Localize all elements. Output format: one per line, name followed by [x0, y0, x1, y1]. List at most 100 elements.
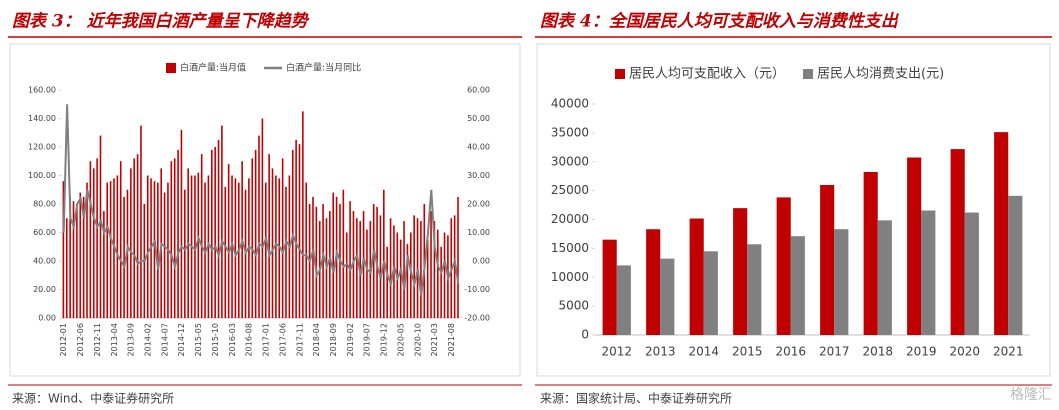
bar	[227, 164, 230, 318]
y-tick-label: 30.00	[467, 171, 490, 180]
bar	[258, 135, 260, 318]
bar	[790, 236, 805, 335]
bar	[200, 154, 203, 318]
bar	[86, 182, 88, 318]
y-tick-label: 20.00	[467, 200, 490, 209]
x-tick-label: 2018-04	[312, 323, 321, 356]
x-tick-label: 2014	[688, 345, 719, 359]
bar	[163, 192, 166, 318]
x-tick-label: 2019	[906, 345, 937, 359]
y-tick-label: -10.00	[464, 285, 490, 294]
bar	[950, 149, 965, 335]
bar	[72, 201, 75, 318]
y-tick-label: 140.00	[28, 114, 56, 123]
bar	[285, 186, 287, 318]
x-tick-label: 2019-07	[363, 323, 372, 356]
bar	[406, 243, 409, 318]
bar	[315, 206, 318, 318]
bar	[119, 161, 122, 318]
bar	[65, 218, 68, 318]
bar	[153, 181, 156, 318]
x-tick-label: 2021	[993, 345, 1024, 359]
bar	[453, 215, 456, 318]
legend-label: 居民人均可支配收入（元）	[629, 67, 785, 82]
y-tick-label: -20.00	[464, 314, 490, 323]
bar	[298, 144, 301, 318]
y-tick-label: 40.00	[33, 257, 56, 266]
bar	[116, 175, 119, 318]
bar	[62, 181, 65, 318]
y-tick-label: 120.00	[28, 143, 56, 152]
x-tick-label: 2016-08	[245, 323, 254, 356]
x-tick-label: 2012-01	[59, 323, 68, 356]
y-tick-label: 40000	[551, 97, 589, 111]
x-tick-label: 2013	[645, 345, 676, 359]
y-tick-label: 30000	[551, 154, 589, 168]
bar	[660, 258, 675, 335]
bar	[747, 244, 762, 335]
bar	[268, 154, 270, 318]
bar	[146, 175, 149, 318]
bar	[733, 208, 748, 335]
x-tick-label: 2012-11	[93, 323, 102, 356]
bar	[305, 182, 308, 318]
bar	[379, 215, 382, 318]
y-tick-label: 80.00	[33, 200, 56, 209]
x-tick-label: 2020-10	[413, 323, 422, 356]
source: 来源：Wind、中泰证券研究所	[12, 391, 174, 406]
bar	[180, 129, 183, 318]
bar	[177, 149, 179, 318]
bar	[140, 125, 142, 318]
x-tick-label: 2015-05	[194, 323, 203, 356]
bar	[106, 182, 109, 318]
bar	[76, 204, 78, 318]
bar	[130, 168, 132, 318]
y-tick-label: 15000	[551, 241, 589, 255]
bar	[275, 175, 277, 318]
chart-frame	[536, 43, 1051, 377]
bar	[224, 186, 227, 318]
bar	[703, 251, 718, 335]
y-tick-label: 100.00	[28, 171, 56, 180]
legend-label: 居民人均消费支出(元)	[817, 67, 944, 82]
y-tick-label: 20000	[551, 212, 589, 226]
x-tick-label: 2016-03	[228, 323, 237, 356]
bar	[322, 204, 324, 318]
bar	[430, 211, 432, 318]
y-tick-label: 160.00	[28, 86, 56, 95]
bar	[234, 178, 237, 318]
bar	[921, 210, 936, 335]
bar	[416, 218, 419, 318]
bar	[103, 211, 105, 318]
bar	[271, 168, 274, 318]
bar	[264, 182, 267, 318]
bar	[69, 196, 71, 318]
bar	[82, 196, 85, 318]
chart-title: 图表 3： 近年我国白酒产量呈下降趋势	[12, 12, 310, 32]
bar	[907, 157, 922, 335]
x-tick-label: 2017	[819, 345, 850, 359]
chart-frame	[9, 43, 521, 377]
y-tick-label: 10.00	[467, 228, 490, 237]
bar	[79, 192, 82, 318]
bar	[877, 220, 892, 335]
bar	[123, 196, 125, 318]
bar	[342, 189, 345, 318]
y-tick-label: 50.00	[467, 114, 490, 123]
bar	[646, 229, 661, 335]
bar	[389, 218, 392, 318]
bar	[332, 192, 335, 318]
bar	[386, 246, 388, 318]
bar	[383, 189, 385, 318]
bar	[194, 175, 196, 318]
bar	[994, 132, 1009, 335]
bar	[413, 215, 415, 318]
x-tick-label: 2017-11	[295, 323, 304, 356]
bar	[420, 221, 422, 318]
bar	[254, 149, 257, 318]
bar	[136, 154, 139, 318]
bar	[302, 111, 304, 318]
bar	[689, 218, 704, 335]
bar	[1008, 195, 1023, 335]
